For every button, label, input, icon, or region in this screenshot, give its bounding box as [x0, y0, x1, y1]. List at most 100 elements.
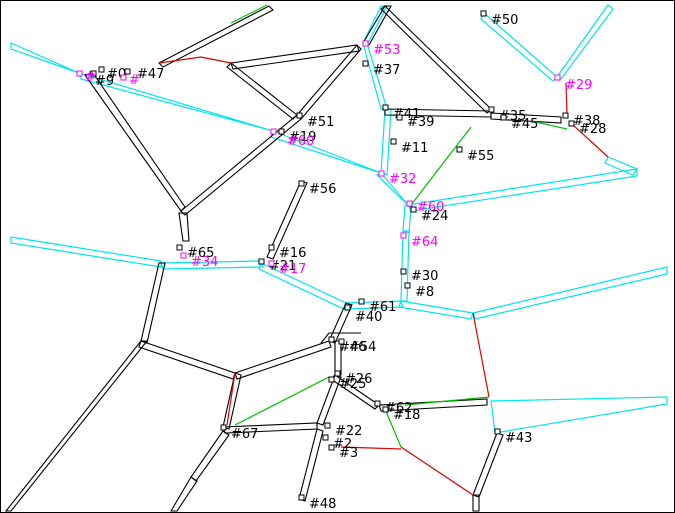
- node-marker[interactable]: [400, 232, 407, 239]
- node-marker[interactable]: [338, 338, 345, 345]
- edge: [234, 340, 332, 380]
- node-28[interactable]: #28: [568, 120, 606, 137]
- node-marker[interactable]: [270, 128, 277, 135]
- node-marker[interactable]: [328, 336, 335, 343]
- node-8[interactable]: #8: [404, 282, 434, 300]
- node-c1[interactable]: #: [76, 70, 96, 85]
- node-16[interactable]: #16: [268, 244, 306, 261]
- node-marker[interactable]: [322, 434, 329, 441]
- node-64[interactable]: #64: [400, 232, 438, 250]
- node-marker[interactable]: [562, 112, 569, 119]
- node-marker[interactable]: [406, 200, 413, 207]
- node-marker[interactable]: [220, 424, 227, 431]
- edge: [398, 300, 474, 320]
- node-30[interactable]: #30: [400, 268, 438, 284]
- node-53[interactable]: #53: [362, 40, 400, 58]
- node-marker[interactable]: [358, 298, 365, 305]
- node-marker[interactable]: [378, 170, 385, 177]
- node-11[interactable]: #11: [390, 138, 428, 156]
- node-18[interactable]: #18: [382, 406, 420, 423]
- node-marker[interactable]: [400, 268, 407, 275]
- node-marker[interactable]: [176, 244, 183, 251]
- node-marker[interactable]: [500, 114, 507, 121]
- node-marker[interactable]: [268, 260, 275, 267]
- node-marker[interactable]: [120, 74, 127, 81]
- node-48[interactable]: #48: [298, 494, 336, 512]
- node-marker[interactable]: [298, 180, 305, 187]
- node-67[interactable]: #67: [220, 424, 258, 442]
- node-54[interactable]: #54: [338, 338, 376, 355]
- node-marker[interactable]: [90, 70, 97, 77]
- node-marker[interactable]: [374, 400, 381, 407]
- node-17[interactable]: #17: [268, 260, 306, 277]
- node-marker[interactable]: [268, 244, 275, 251]
- node-37[interactable]: #37: [362, 60, 400, 78]
- node-51[interactable]: #51: [296, 112, 334, 130]
- node-marker[interactable]: [296, 112, 303, 119]
- node-26[interactable]: #26: [334, 370, 372, 387]
- node-marker[interactable]: [396, 114, 403, 121]
- node-label: #38: [573, 114, 600, 129]
- node-marker[interactable]: [98, 66, 105, 73]
- node-marker[interactable]: [278, 128, 285, 135]
- node-marker[interactable]: [554, 74, 561, 81]
- node-marker[interactable]: [488, 106, 495, 113]
- node-55[interactable]: #55: [456, 146, 494, 164]
- node-47[interactable]: #47: [124, 67, 164, 82]
- node-65[interactable]: #65: [176, 244, 214, 261]
- node-46[interactable]: #46: [328, 336, 366, 355]
- edge: [556, 4, 614, 80]
- node-marker[interactable]: [480, 10, 487, 17]
- node-label: #32: [389, 172, 416, 187]
- node-60[interactable]: #60: [270, 128, 314, 149]
- node-marker[interactable]: [258, 258, 265, 265]
- node-40[interactable]: #40: [344, 304, 382, 325]
- edge: [170, 476, 198, 512]
- node-marker[interactable]: [328, 376, 335, 383]
- node-45[interactable]: #45: [500, 114, 538, 132]
- node-c3[interactable]: #60: [406, 200, 444, 215]
- node-marker[interactable]: [180, 252, 187, 259]
- node-56[interactable]: #56: [298, 180, 336, 197]
- node-29[interactable]: #29: [554, 74, 592, 93]
- node-marker[interactable]: [362, 40, 369, 47]
- node-22[interactable]: #22: [324, 422, 362, 439]
- node-25[interactable]: #25: [328, 376, 366, 392]
- node-c2[interactable]: #: [120, 73, 140, 88]
- node-19[interactable]: #19: [278, 128, 316, 145]
- node-24[interactable]: #24: [410, 206, 448, 224]
- node-marker[interactable]: [382, 406, 389, 413]
- node-marker[interactable]: [410, 206, 417, 213]
- node-9[interactable]: #9: [90, 70, 114, 89]
- node-marker[interactable]: [404, 282, 411, 289]
- edge: [404, 396, 490, 406]
- node-marker[interactable]: [76, 70, 83, 77]
- node-3[interactable]: #3: [328, 444, 358, 461]
- node-marker[interactable]: [334, 370, 341, 377]
- node-marker[interactable]: [124, 68, 131, 75]
- node-marker[interactable]: [344, 304, 351, 311]
- node-marker[interactable]: [382, 104, 389, 111]
- node-62[interactable]: #62: [374, 400, 412, 416]
- node-34[interactable]: #34: [180, 252, 218, 270]
- node-2[interactable]: #2: [322, 434, 352, 452]
- node-marker[interactable]: [390, 138, 397, 145]
- node-50[interactable]: #50: [480, 10, 518, 28]
- node-marker[interactable]: [324, 422, 331, 429]
- nodes[interactable]: #0#9 #47# ##53#37#50#29#51#19#60#41#39 #35#…: [76, 10, 606, 512]
- node-marker[interactable]: [456, 146, 463, 153]
- node-32[interactable]: #32: [378, 170, 416, 187]
- node-39[interactable]: #39: [396, 114, 434, 130]
- node-marker[interactable]: [298, 494, 305, 501]
- node-marker[interactable]: [494, 428, 501, 435]
- edge: [222, 372, 242, 430]
- node-21[interactable]: #21: [258, 258, 296, 274]
- node-61[interactable]: #61: [358, 298, 396, 315]
- node-marker[interactable]: [362, 60, 369, 67]
- node-marker[interactable]: [328, 444, 335, 451]
- node-38[interactable]: #38: [562, 112, 600, 129]
- node-43[interactable]: #43: [494, 428, 532, 446]
- node-marker[interactable]: [568, 120, 575, 127]
